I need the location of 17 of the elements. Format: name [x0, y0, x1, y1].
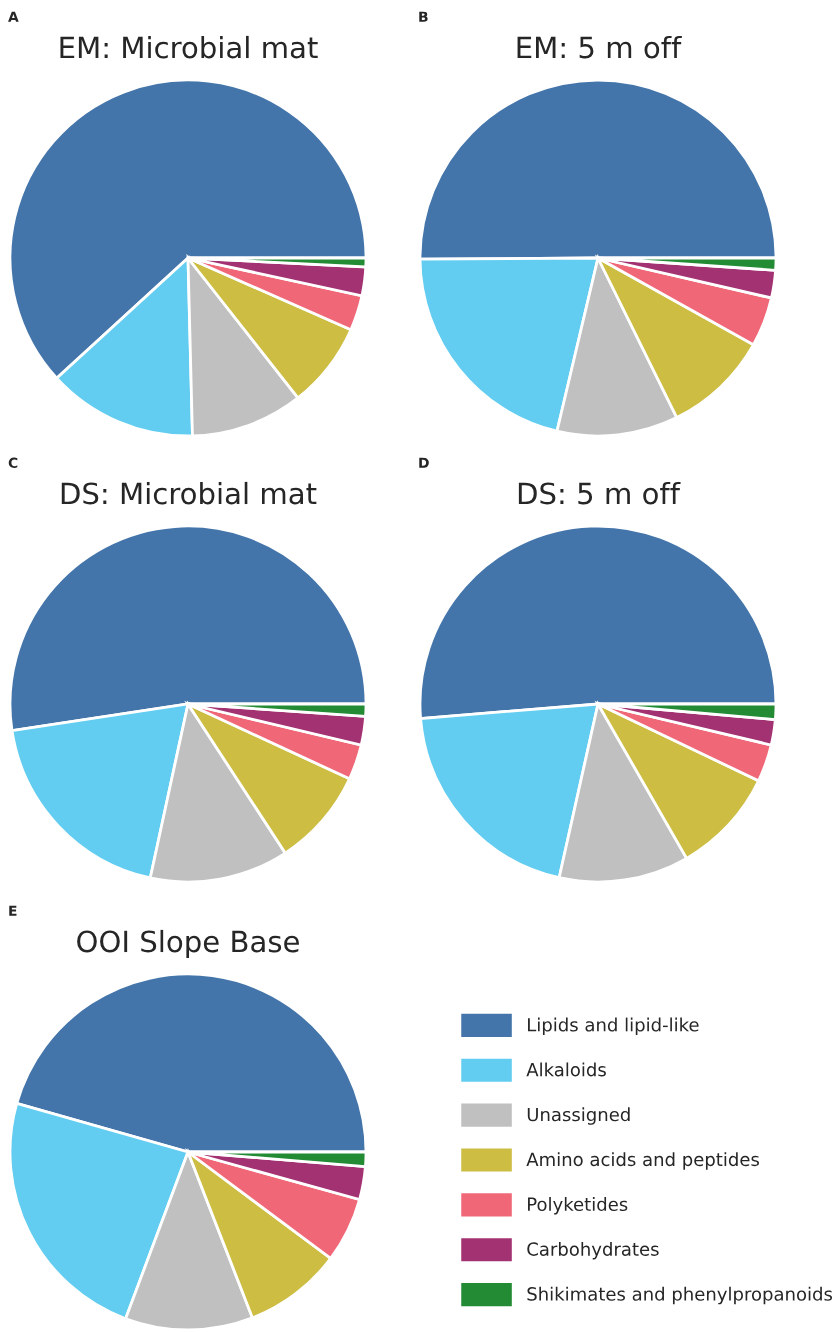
legend-label: Shikimates and phenylpropanoids — [527, 1286, 833, 1305]
chart-title: DS: Microbial mat — [61, 481, 317, 505]
legend-label: Lipids and lipid-like — [528, 1017, 699, 1036]
chart-title: EM: Microbial mat — [60, 35, 318, 59]
text: B — [419, 11, 428, 22]
text: C — [8, 457, 18, 469]
text: A — [8, 11, 19, 22]
chart-title: OOI Slope Base — [77, 929, 299, 959]
legend-label: Amino acids and peptides — [526, 1152, 759, 1170]
legend-label: Unassigned — [527, 1107, 630, 1125]
text: D — [419, 457, 429, 468]
chart-title: EM: 5 m off — [517, 35, 682, 59]
chart-title: DS: 5 m off — [518, 481, 681, 505]
legend-label: Polyketides — [528, 1197, 628, 1215]
text: E — [9, 905, 17, 916]
legend-label: Carbohydrates — [527, 1241, 659, 1260]
legend-label: Alkaloids — [526, 1062, 606, 1077]
